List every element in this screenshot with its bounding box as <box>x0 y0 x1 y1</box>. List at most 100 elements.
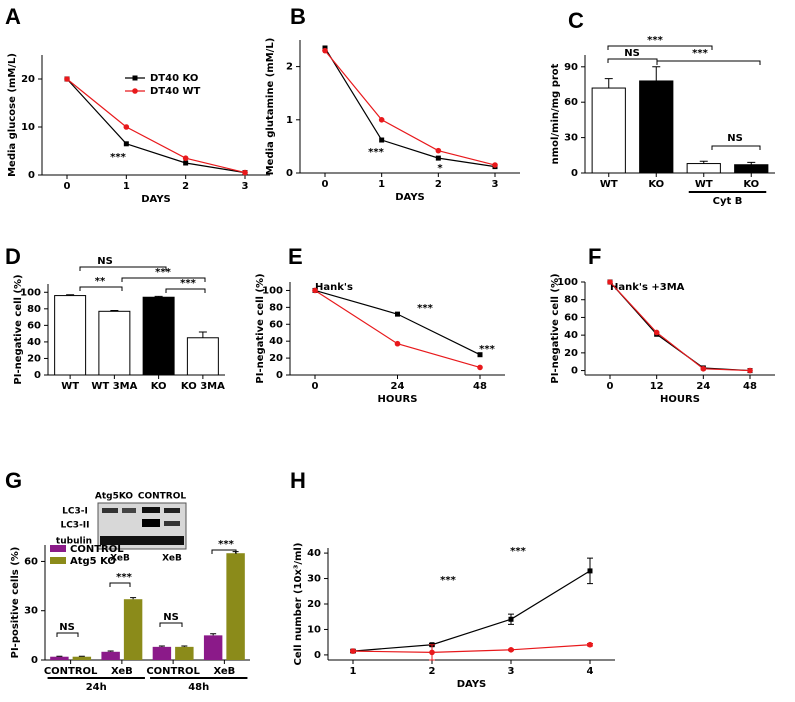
marker <box>124 124 130 130</box>
x-axis-label: DAYS <box>141 194 171 205</box>
x-tick-label: 12 <box>650 381 664 392</box>
x-tick-label: XeB <box>213 666 235 677</box>
y-tick-label: 0 <box>314 650 321 661</box>
marker <box>477 365 483 371</box>
bar <box>55 296 86 375</box>
panel-letter: G <box>5 468 22 493</box>
y-tick-label: 0 <box>31 655 38 666</box>
x-tick-label: 0 <box>312 381 319 392</box>
panel-letter: H <box>290 468 306 493</box>
annotation: NS <box>624 48 640 59</box>
x-tick-label: WT <box>600 179 618 190</box>
significance-bracket <box>160 623 182 627</box>
marker <box>395 312 400 317</box>
annotation: *** <box>110 152 126 163</box>
y-tick-label: 80 <box>564 295 578 306</box>
bar <box>592 88 625 173</box>
annotation: *** <box>116 572 132 583</box>
panel-letter: F <box>588 244 601 269</box>
significance-bracket <box>57 633 78 637</box>
x-tick-label: CONTROL <box>44 666 98 677</box>
marker <box>607 279 613 285</box>
x-tick-label: 3 <box>242 181 249 192</box>
blot-band <box>164 521 180 526</box>
blot-band <box>122 508 136 513</box>
significance-bracket <box>608 59 657 63</box>
annotation: NS <box>97 256 113 267</box>
annotation: *** <box>647 35 663 46</box>
x-tick-label: KO <box>648 179 664 190</box>
y-tick-label: 0 <box>571 366 578 377</box>
group-label: 24h <box>86 682 107 693</box>
x-tick-label: XeB <box>111 666 133 677</box>
y-tick-label: 60 <box>269 319 283 330</box>
y-tick-label: 30 <box>24 606 38 617</box>
marker <box>509 617 514 622</box>
y-axis-label: PI-positive cells (%) <box>10 547 21 659</box>
significance-bracket <box>712 146 760 150</box>
x-axis-label: HOURS <box>660 394 700 405</box>
marker <box>183 161 188 166</box>
x-axis-label: DAYS <box>395 192 425 203</box>
bar <box>640 81 673 173</box>
series-line <box>325 51 495 165</box>
bar <box>143 297 174 375</box>
blot-label: LC3-II <box>60 521 89 531</box>
marker <box>588 568 593 573</box>
x-tick-label: 1 <box>123 181 130 192</box>
x-tick-label: 1 <box>378 179 385 190</box>
x-tick-label: 24 <box>696 381 710 392</box>
error-bar <box>199 332 207 338</box>
x-tick-label: CONTROL <box>146 666 200 677</box>
y-tick-label: 40 <box>269 336 283 347</box>
x-tick-label: 48 <box>473 381 487 392</box>
y-tick-label: 60 <box>564 97 578 108</box>
bar <box>175 647 193 660</box>
y-tick-label: 60 <box>24 556 38 567</box>
x-tick-label: 2 <box>182 181 189 192</box>
error-bar <box>605 79 613 88</box>
panel-title: Hank's +3MA <box>610 282 685 293</box>
y-axis-label: Media glutamine (mM/L) <box>265 38 276 176</box>
significance-bracket <box>80 287 122 291</box>
bar <box>153 647 171 660</box>
marker <box>429 650 435 656</box>
y-tick-label: 0 <box>286 168 293 179</box>
panel-letter: A <box>5 4 21 29</box>
x-tick-label: 4 <box>587 666 594 677</box>
series-line <box>610 282 750 371</box>
x-tick-label: 48 <box>743 381 757 392</box>
x-tick-label: KO <box>151 381 167 392</box>
y-tick-label: 40 <box>564 330 578 341</box>
y-tick-label: 2 <box>286 62 293 73</box>
bar <box>187 338 218 375</box>
y-tick-label: 20 <box>307 599 321 610</box>
x-axis-label: DAYS <box>457 679 487 690</box>
annotation: *** <box>692 48 708 59</box>
marker <box>395 341 401 347</box>
x-tick-label: 3 <box>492 179 499 190</box>
annotation: *** <box>368 147 384 158</box>
y-tick-label: 10 <box>307 624 321 635</box>
marker <box>312 288 318 294</box>
error-bar <box>130 598 136 600</box>
y-axis-label: Cell number (10x³/ml) <box>293 543 304 666</box>
error-bar <box>652 67 660 81</box>
x-tick-label: WT 3MA <box>91 381 137 392</box>
x-tick-label: 1 <box>350 666 357 677</box>
marker <box>242 170 248 176</box>
error-bar <box>181 646 187 647</box>
y-tick-label: 30 <box>307 574 321 585</box>
significance-bracket <box>110 583 130 587</box>
y-axis-label: nmol/min/mg prot <box>550 63 561 164</box>
bar <box>735 165 768 173</box>
annotation: *** <box>218 539 234 550</box>
marker <box>379 117 385 123</box>
y-tick-label: 0 <box>276 370 283 381</box>
blot-label: XeB <box>162 554 182 564</box>
panel-letter: C <box>568 8 584 33</box>
panel-title: Hank's <box>315 282 353 293</box>
significance-bracket <box>657 61 760 65</box>
series-line <box>353 571 590 651</box>
blot-band <box>142 507 160 513</box>
